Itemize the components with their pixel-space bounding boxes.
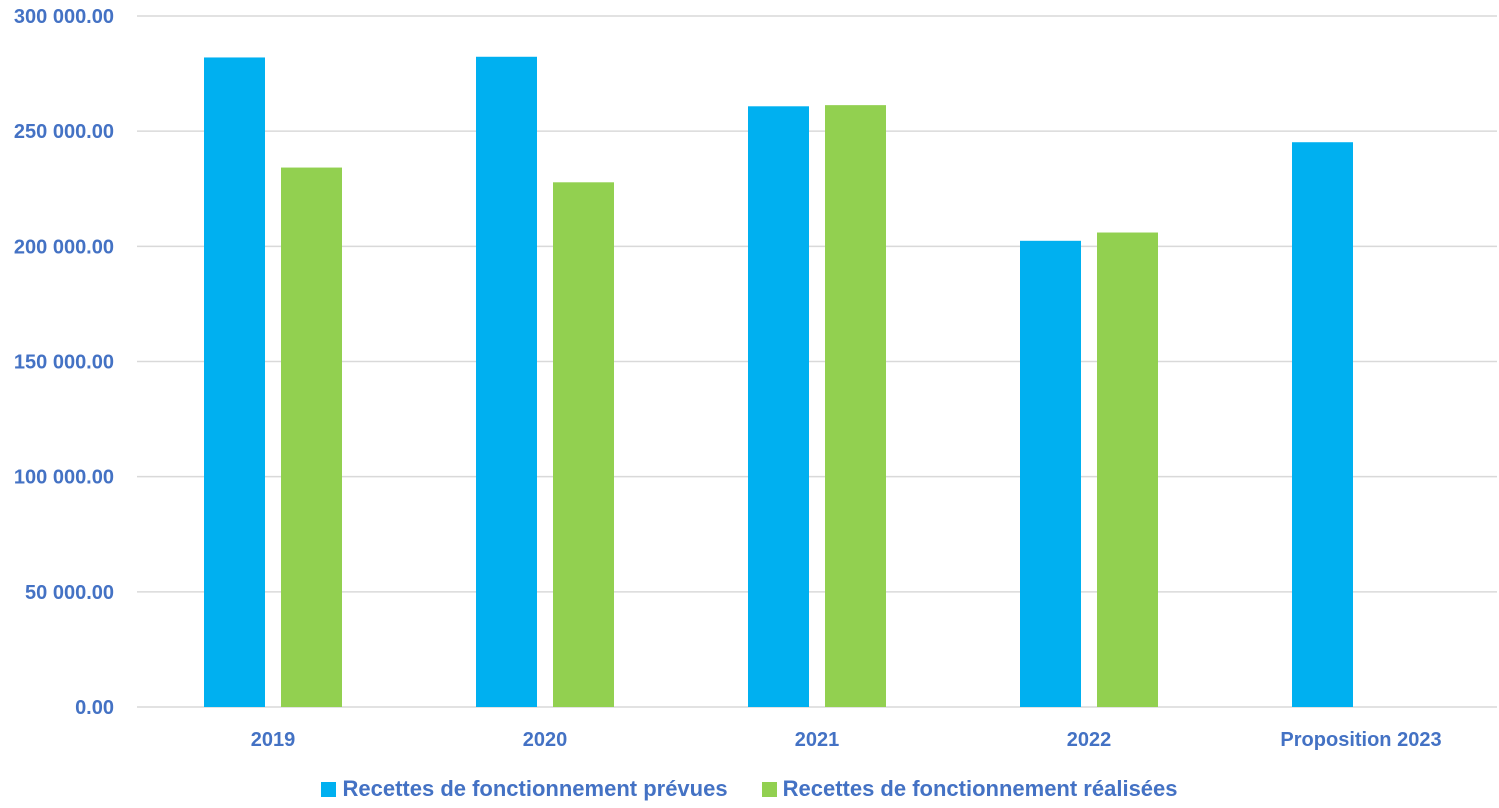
bar-planned-2020 [476, 56, 537, 708]
x-tick-label-2: 2021 [795, 729, 840, 751]
bar-realized-2019 [281, 167, 342, 707]
x-tick-label-0: 2019 [251, 729, 296, 751]
bar-realized-2020 [553, 182, 614, 707]
legend: Recettes de fonctionnement prévues Recet… [0, 776, 1499, 802]
legend-label-realized: Recettes de fonctionnement réalisées [782, 776, 1178, 801]
legend-swatch-realized [761, 781, 777, 797]
y-tick-label-5: 250 000.00 [14, 121, 114, 143]
bar-planned-2022 [1020, 240, 1081, 707]
bar-planned-proposition-2023 [1292, 142, 1353, 708]
legend-swatch-planned [321, 781, 337, 797]
y-tick-label-0: 0.00 [75, 697, 114, 719]
y-tick-label-4: 200 000.00 [14, 236, 114, 258]
bar-realized-2022 [1097, 232, 1158, 707]
legend-label-planned: Recettes de fonctionnement prévues [342, 776, 728, 801]
bar-realized-2021 [825, 105, 886, 708]
x-tick-label-4: Proposition 2023 [1280, 729, 1441, 751]
bar-planned-2019 [204, 57, 265, 707]
y-tick-label-3: 150 000.00 [14, 352, 114, 374]
y-tick-label-1: 50 000.00 [25, 582, 114, 604]
y-tick-label-6: 300 000.00 [14, 6, 114, 28]
bar-planned-2021 [748, 106, 809, 708]
y-tick-label-2: 100 000.00 [14, 467, 114, 489]
legend-item-planned: Recettes de fonctionnement prévues [321, 776, 728, 802]
x-tick-label-1: 2020 [523, 729, 568, 751]
legend-item-realized: Recettes de fonctionnement réalisées [761, 776, 1178, 802]
x-tick-label-3: 2022 [1067, 729, 1112, 751]
